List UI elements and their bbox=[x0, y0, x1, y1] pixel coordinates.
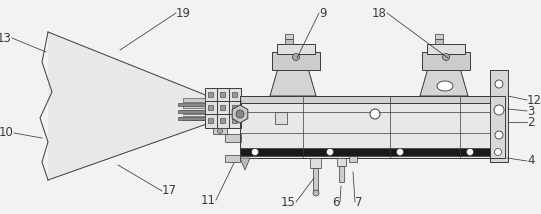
Circle shape bbox=[494, 105, 504, 115]
Bar bbox=[240, 148, 505, 156]
Bar bbox=[313, 168, 318, 190]
Bar bbox=[232, 105, 237, 110]
Text: 19: 19 bbox=[176, 6, 191, 19]
Circle shape bbox=[236, 110, 244, 118]
Text: 4: 4 bbox=[527, 155, 535, 168]
Text: 13: 13 bbox=[0, 31, 12, 45]
Text: 17: 17 bbox=[162, 184, 177, 198]
Circle shape bbox=[397, 149, 404, 156]
Bar bbox=[232, 118, 237, 123]
Text: 11: 11 bbox=[201, 193, 216, 207]
Bar bbox=[208, 118, 213, 123]
Bar bbox=[183, 110, 205, 114]
Text: 18: 18 bbox=[372, 6, 387, 19]
Bar bbox=[339, 166, 344, 182]
Bar bbox=[208, 92, 213, 97]
Bar bbox=[220, 105, 225, 110]
Polygon shape bbox=[420, 68, 468, 96]
Bar bbox=[277, 44, 315, 54]
Bar bbox=[272, 52, 320, 70]
Bar bbox=[220, 118, 225, 123]
Bar bbox=[337, 158, 346, 166]
Bar bbox=[220, 92, 225, 97]
Bar bbox=[183, 116, 205, 120]
Bar bbox=[213, 128, 227, 134]
Bar bbox=[232, 92, 237, 97]
Ellipse shape bbox=[437, 81, 453, 91]
Bar bbox=[225, 134, 241, 142]
Text: 3: 3 bbox=[527, 104, 535, 117]
Circle shape bbox=[495, 80, 503, 88]
Circle shape bbox=[217, 128, 222, 134]
Circle shape bbox=[495, 131, 503, 139]
Circle shape bbox=[443, 54, 450, 61]
Text: 2: 2 bbox=[527, 116, 535, 128]
Circle shape bbox=[252, 149, 259, 156]
Circle shape bbox=[466, 149, 473, 156]
Text: 9: 9 bbox=[319, 6, 327, 19]
Polygon shape bbox=[270, 68, 316, 96]
Circle shape bbox=[370, 109, 380, 119]
Text: 7: 7 bbox=[355, 196, 362, 208]
Circle shape bbox=[293, 54, 300, 61]
Text: 10: 10 bbox=[0, 126, 14, 140]
Text: 15: 15 bbox=[281, 196, 296, 208]
Bar bbox=[275, 112, 287, 124]
Bar bbox=[285, 39, 293, 44]
Bar bbox=[208, 105, 213, 110]
Bar bbox=[225, 155, 240, 162]
Bar bbox=[427, 44, 465, 54]
Bar bbox=[183, 104, 205, 108]
Bar bbox=[205, 88, 241, 128]
Bar bbox=[178, 117, 205, 120]
Polygon shape bbox=[232, 105, 248, 123]
Bar bbox=[422, 52, 470, 70]
Polygon shape bbox=[240, 158, 250, 170]
Bar bbox=[240, 96, 505, 158]
Bar bbox=[240, 96, 505, 158]
Bar bbox=[178, 103, 205, 106]
Polygon shape bbox=[48, 32, 218, 180]
Bar bbox=[285, 34, 293, 39]
Text: 6: 6 bbox=[333, 196, 340, 208]
Bar bbox=[435, 34, 443, 39]
Circle shape bbox=[313, 190, 319, 196]
Bar bbox=[490, 70, 508, 162]
Bar bbox=[240, 96, 505, 103]
Bar bbox=[435, 39, 443, 44]
Bar bbox=[349, 156, 357, 162]
Bar bbox=[310, 158, 321, 168]
Circle shape bbox=[327, 149, 333, 156]
Circle shape bbox=[494, 149, 502, 156]
Bar bbox=[178, 110, 205, 113]
Text: 12: 12 bbox=[527, 94, 541, 107]
Bar bbox=[183, 98, 205, 102]
